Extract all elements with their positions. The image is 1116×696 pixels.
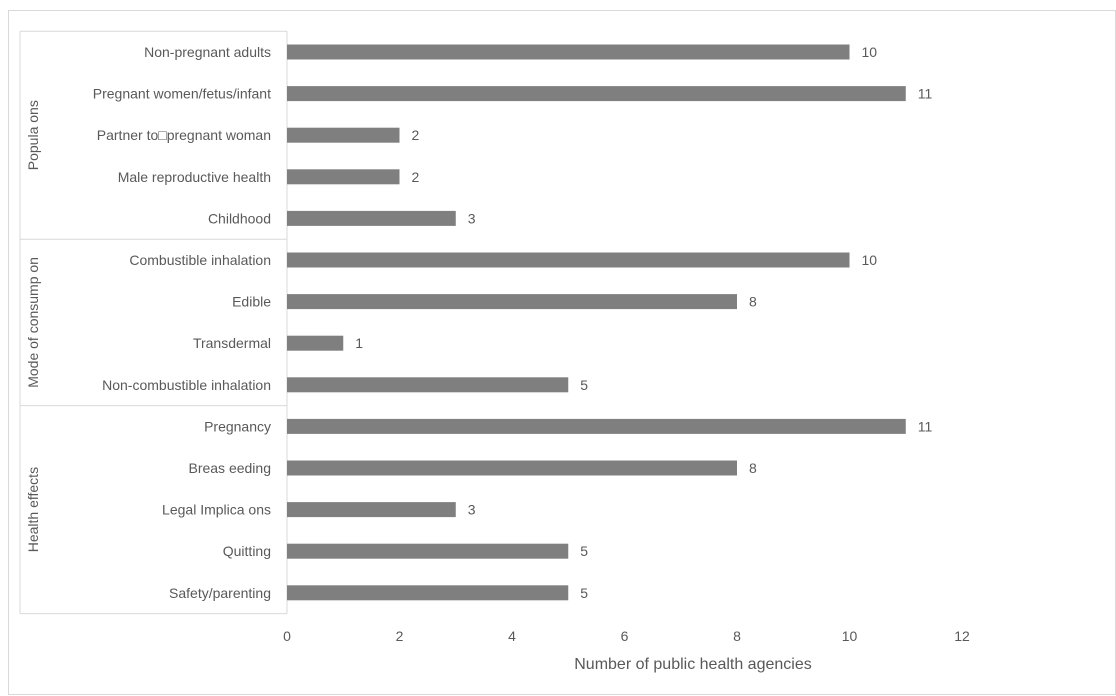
category-label: Safety/parenting	[169, 585, 271, 601]
category-label: Breas eeding	[188, 460, 271, 476]
bar	[287, 127, 400, 143]
bar	[287, 44, 850, 60]
x-axis-title: Number of public health agencies	[574, 656, 811, 673]
x-axis-ticks: 0 2 4 6 8 10 12	[283, 628, 970, 644]
data-labels: 10 11 2 2 3 10 8 1 5 11 8 3 5 5	[355, 44, 932, 601]
bar	[287, 460, 737, 476]
x-tick-label: 4	[508, 628, 516, 644]
category-label: Pregnancy	[204, 418, 271, 434]
bar	[287, 169, 400, 185]
bar	[287, 418, 906, 434]
category-label: Legal Implica ons	[162, 502, 271, 518]
data-label: 5	[580, 377, 588, 393]
x-tick-label: 2	[396, 628, 404, 644]
bar	[287, 294, 737, 310]
data-label: 8	[749, 460, 757, 476]
data-label: 1	[355, 335, 363, 351]
x-tick-label: 12	[954, 628, 970, 644]
bar	[287, 377, 569, 393]
x-tick-label: 10	[842, 628, 858, 644]
data-label: 10	[862, 44, 878, 60]
bar	[287, 86, 906, 102]
category-label: Quitting	[223, 543, 271, 559]
category-label: Partner to□pregnant woman	[97, 127, 271, 143]
x-tick-label: 6	[621, 628, 629, 644]
category-label: Pregnant women/fetus/infant	[93, 86, 271, 102]
bar	[287, 210, 456, 226]
data-label: 3	[468, 502, 476, 518]
group-label: Health effects	[25, 467, 41, 552]
data-label: 11	[918, 86, 933, 102]
data-label: 8	[749, 294, 757, 310]
category-labels: Non-pregnant adults Pregnant women/fetus/…	[93, 44, 271, 601]
category-label: Combustible inhalation	[129, 252, 271, 268]
group-label: Mode of consump on	[25, 257, 41, 388]
bar	[287, 543, 569, 559]
bars	[287, 44, 906, 601]
data-label: 10	[862, 252, 878, 268]
bar	[287, 252, 850, 268]
category-group-labels: Popula ons Mode of consump on Health effec…	[25, 100, 41, 552]
data-label: 5	[580, 543, 588, 559]
x-tick-label: 8	[733, 628, 741, 644]
data-label: 2	[412, 127, 420, 143]
data-label: 2	[412, 169, 420, 185]
category-label: Non-combustible inhalation	[102, 377, 271, 393]
bar	[287, 335, 344, 351]
group-label: Popula ons	[25, 100, 41, 170]
bar	[287, 502, 456, 518]
category-label: Transdermal	[193, 335, 271, 351]
data-label: 3	[468, 210, 476, 226]
category-label: Male reproductive health	[118, 169, 271, 185]
category-label: Non-pregnant adults	[144, 44, 271, 60]
data-label: 5	[580, 585, 588, 601]
bar	[287, 585, 569, 601]
x-tick-label: 0	[283, 628, 291, 644]
category-label: Edible	[232, 294, 271, 310]
chart-frame	[8, 10, 1116, 695]
data-label: 11	[918, 418, 933, 434]
category-label: Childhood	[208, 210, 271, 226]
